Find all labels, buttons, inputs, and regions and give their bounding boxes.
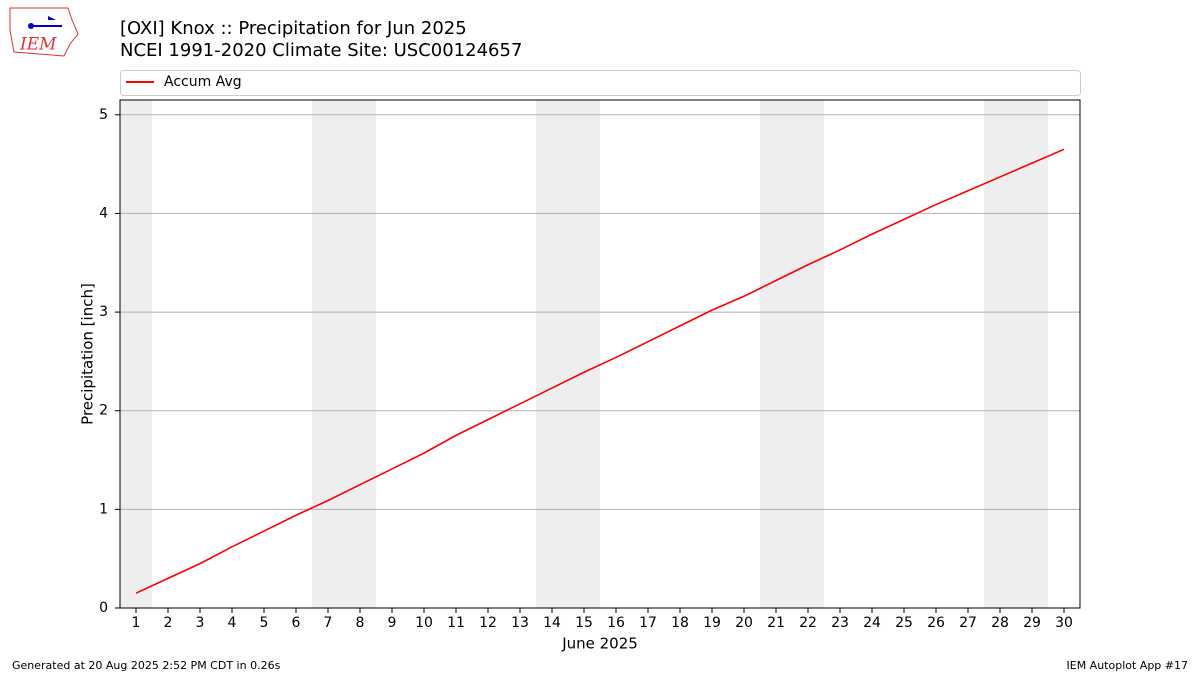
y-tick-label: 0 — [99, 600, 108, 616]
x-tick-label: 11 — [447, 615, 465, 631]
x-tick-label: 10 — [415, 615, 433, 631]
y-tick-label: 3 — [99, 304, 108, 320]
x-tick-label: 6 — [292, 615, 301, 631]
x-tick-label: 2 — [164, 615, 173, 631]
weekend-band — [984, 100, 1016, 608]
x-tick-label: 19 — [703, 615, 721, 631]
x-tick-label: 14 — [543, 615, 561, 631]
x-tick-label: 3 — [196, 615, 205, 631]
y-tick-label: 5 — [99, 107, 108, 123]
chart-title: [OXI] Knox :: Precipitation for Jun 2025 — [120, 18, 467, 39]
x-tick-label: 8 — [356, 615, 365, 631]
x-tick-label: 21 — [767, 615, 785, 631]
x-tick-label: 1 — [132, 615, 141, 631]
footer-left: Generated at 20 Aug 2025 2:52 PM CDT in … — [12, 659, 281, 672]
plot-frame — [119, 99, 1081, 609]
x-tick-label: 18 — [671, 615, 689, 631]
x-tick-label: 20 — [735, 615, 753, 631]
weekend-band — [120, 100, 152, 608]
x-tick-label: 25 — [895, 615, 913, 631]
y-axis-label: Precipitation [inch] — [79, 283, 97, 425]
weekend-band — [1016, 100, 1048, 608]
logo-text: IEM — [19, 35, 57, 55]
legend-box — [120, 70, 1081, 96]
weekend-band — [568, 100, 600, 608]
x-tick-label: 30 — [1055, 615, 1073, 631]
weekend-band — [312, 100, 344, 608]
x-tick-label: 17 — [639, 615, 657, 631]
x-tick-label: 4 — [228, 615, 237, 631]
x-tick-label: 22 — [799, 615, 817, 631]
x-tick-label: 16 — [607, 615, 625, 631]
weekend-band — [792, 100, 824, 608]
x-tick-label: 26 — [927, 615, 945, 631]
x-tick-label: 28 — [991, 615, 1009, 631]
x-tick-label: 7 — [324, 615, 333, 631]
chart-subtitle: NCEI 1991-2020 Climate Site: USC00124657 — [120, 40, 522, 61]
footer-right: IEM Autoplot App #17 — [1067, 659, 1189, 672]
x-tick-label: 23 — [831, 615, 849, 631]
x-tick-label: 13 — [511, 615, 529, 631]
weekend-band — [536, 100, 568, 608]
x-tick-label: 12 — [479, 615, 497, 631]
y-tick-label: 1 — [99, 501, 108, 517]
x-axis-label: June 2025 — [561, 635, 638, 653]
x-tick-label: 5 — [260, 615, 269, 631]
x-tick-label: 27 — [959, 615, 977, 631]
logo: IEM — [9, 7, 79, 57]
weekend-band — [344, 100, 376, 608]
weekend-band — [760, 100, 792, 608]
line-series — [135, 148, 1065, 594]
x-tick-label: 29 — [1023, 615, 1041, 631]
y-tick-label: 4 — [99, 205, 108, 221]
x-tick-label: 9 — [388, 615, 397, 631]
x-tick-label: 15 — [575, 615, 593, 631]
legend-label: Accum Avg — [164, 74, 242, 90]
y-tick-label: 2 — [99, 403, 108, 419]
x-tick-label: 24 — [863, 615, 881, 631]
